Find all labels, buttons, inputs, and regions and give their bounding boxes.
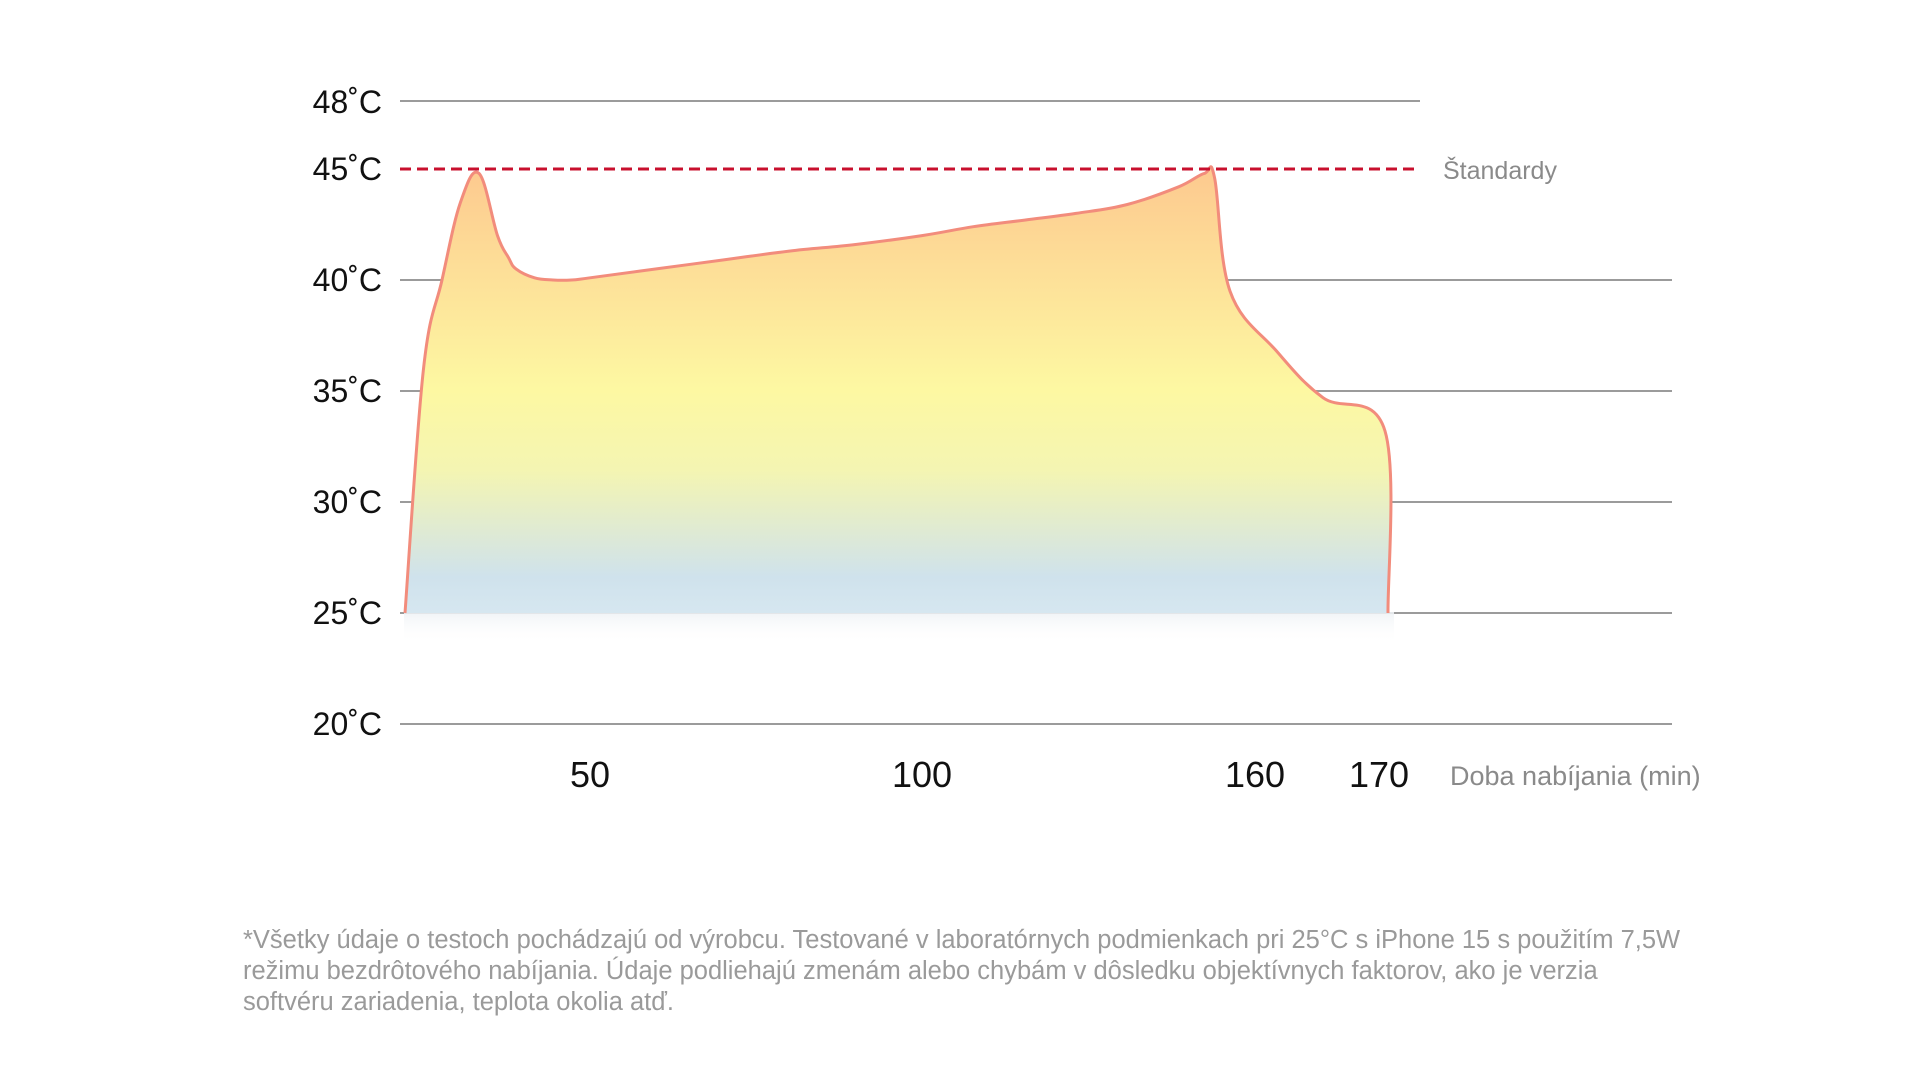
x-tick-label: 100 xyxy=(892,754,952,795)
y-axis: 20˚C 25˚C 30˚C 35˚C 40˚C 45˚C 48˚C xyxy=(313,84,382,742)
y-tick-label: 48˚C xyxy=(313,84,382,120)
x-axis: 50 100 160 170 Doba nabíjania (min) xyxy=(570,754,1701,795)
temperature-area xyxy=(405,166,1391,613)
temperature-curve xyxy=(403,165,1393,614)
y-tick-label: 45˚C xyxy=(313,151,382,187)
y-tick-label: 20˚C xyxy=(313,706,382,742)
x-tick-label: 170 xyxy=(1349,754,1409,795)
y-tick-label: 40˚C xyxy=(313,262,382,298)
x-tick-label: 160 xyxy=(1225,754,1285,795)
y-tick-label: 25˚C xyxy=(313,595,382,631)
x-tick-label: 50 xyxy=(570,754,610,795)
area-shadow xyxy=(404,612,1394,644)
footnote-disclaimer: *Všetky údaje o testoch pochádzajú od vý… xyxy=(243,926,1681,1016)
standard-threshold-label: Štandardy xyxy=(1443,156,1557,185)
y-tick-label: 35˚C xyxy=(313,373,382,409)
x-axis-title: Doba nabíjania (min) xyxy=(1450,761,1701,791)
y-tick-label: 30˚C xyxy=(313,484,382,520)
